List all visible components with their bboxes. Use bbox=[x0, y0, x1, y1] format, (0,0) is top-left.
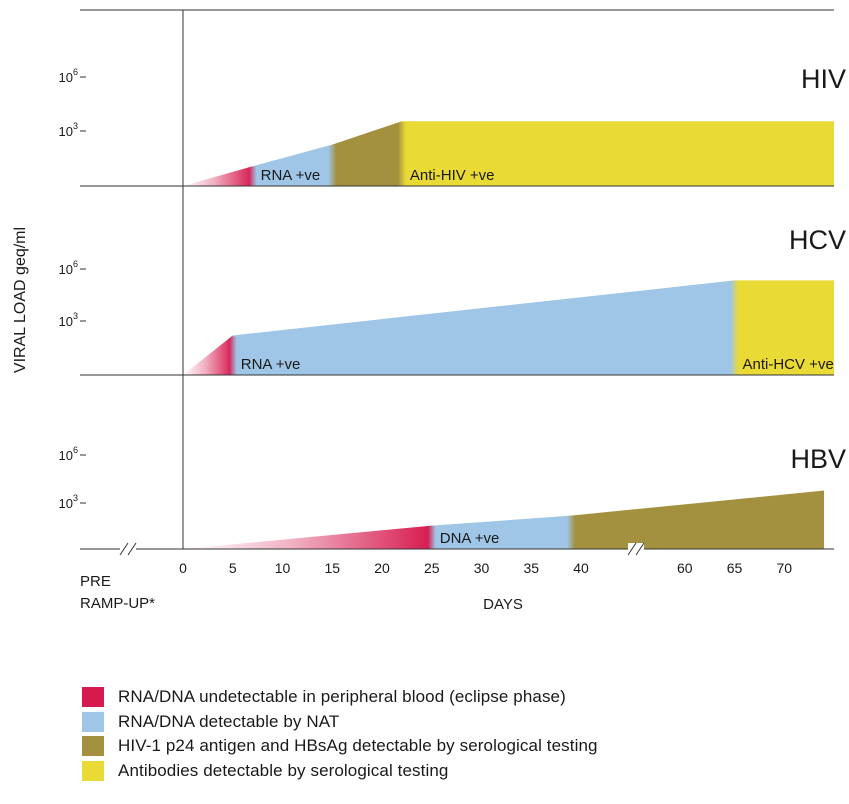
x-tick-label: 30 bbox=[474, 560, 490, 576]
y-tick-label: 106 bbox=[59, 259, 78, 277]
x-axis-title: DAYS bbox=[483, 596, 523, 613]
legend-item-antigen: HIV-1 p24 antigen and HBsAg detectable b… bbox=[82, 734, 598, 759]
x-tick-label: 0 bbox=[179, 560, 187, 576]
phase-transition bbox=[730, 280, 739, 375]
axis-break-mark bbox=[119, 542, 129, 556]
area-hcv-eclipse bbox=[183, 335, 233, 375]
phase-transition bbox=[397, 121, 406, 186]
virus-label: HIV bbox=[801, 64, 846, 94]
segment-label: RNA +ve bbox=[241, 356, 301, 373]
area-hiv-nat bbox=[252, 144, 333, 186]
segment-label: DNA +ve bbox=[440, 530, 500, 547]
area-hcv-antibody bbox=[734, 280, 834, 375]
area-hcv-nat bbox=[232, 280, 735, 375]
legend-swatch-eclipse bbox=[82, 687, 104, 708]
segment-label: Anti-HIV +ve bbox=[410, 167, 495, 184]
area-layer bbox=[183, 121, 834, 549]
y-tick-label: 103 bbox=[59, 311, 78, 329]
viral-load-chart: RNA +ve Anti-HIV +ve RNA +ve Anti-HCV +ve DN… bbox=[12, 9, 846, 613]
legend-label: Antibodies detectable by serological tes… bbox=[118, 760, 449, 780]
area-hiv-antibody bbox=[401, 121, 834, 186]
y-tick-label: 106 bbox=[59, 445, 78, 463]
axis-break-gap bbox=[120, 543, 136, 555]
x-tick-label: 35 bbox=[523, 560, 539, 576]
legend-label: HIV-1 p24 antigen and HBsAg detectable b… bbox=[118, 736, 598, 756]
y-tick-label: 103 bbox=[59, 121, 78, 139]
x-tick-label: 40 bbox=[573, 560, 589, 576]
y-tick-label: 106 bbox=[59, 67, 78, 85]
legend: RNA/DNA undetectable in peripheral blood… bbox=[82, 685, 598, 783]
x-tick-label: 10 bbox=[275, 560, 291, 576]
legend-label: RNA/DNA detectable by NAT bbox=[118, 711, 340, 731]
x-tick-label: 70 bbox=[776, 560, 792, 576]
labels-layer: RNA +ve Anti-HIV +ve RNA +ve Anti-HCV +ve DN… bbox=[12, 64, 846, 613]
legend-swatch-antibody bbox=[82, 760, 104, 781]
legend-swatch-nat bbox=[82, 711, 104, 732]
virus-label: HCV bbox=[789, 225, 846, 255]
area-hiv-antigen bbox=[332, 121, 402, 186]
phase-transition bbox=[248, 166, 257, 186]
x-tick-label: 65 bbox=[727, 560, 743, 576]
phase-transition bbox=[567, 515, 576, 549]
x-tick-label: 5 bbox=[229, 560, 237, 576]
legend-item-eclipse: RNA/DNA undetectable in peripheral blood… bbox=[82, 685, 598, 710]
area-hbv-antigen bbox=[571, 490, 825, 549]
phase-transition bbox=[228, 335, 237, 375]
area-hiv-eclipse bbox=[183, 166, 253, 186]
y-axis-title: VIRAL LOAD geq/ml bbox=[12, 227, 29, 373]
pre-ramp-up-label: PRE bbox=[80, 573, 111, 590]
x-tick-label: 25 bbox=[424, 560, 440, 576]
axis-break-gap bbox=[628, 543, 644, 555]
axis-break-mark bbox=[627, 542, 637, 556]
axis-break-mark bbox=[127, 542, 137, 556]
x-tick-label: 20 bbox=[374, 560, 390, 576]
area-hbv-nat bbox=[431, 515, 572, 549]
legend-item-nat: RNA/DNA detectable by NAT bbox=[82, 710, 598, 735]
y-tick-label: 103 bbox=[59, 493, 78, 511]
segment-label: Anti-HCV +ve bbox=[743, 356, 834, 373]
segment-label: RNA +ve bbox=[261, 167, 321, 184]
legend-label: RNA/DNA undetectable in peripheral blood… bbox=[118, 687, 566, 707]
legend-item-antibody: Antibodies detectable by serological tes… bbox=[82, 759, 598, 784]
phase-transition bbox=[328, 144, 337, 186]
pre-ramp-up-label: RAMP-UP* bbox=[80, 595, 155, 612]
phase-transition bbox=[427, 525, 436, 549]
x-tick-label: 15 bbox=[324, 560, 340, 576]
legend-swatch-antigen bbox=[82, 736, 104, 757]
axes-layer bbox=[80, 9, 834, 556]
area-hbv-eclipse bbox=[183, 525, 432, 549]
axis-break-mark bbox=[635, 542, 645, 556]
x-tick-label: 60 bbox=[677, 560, 693, 576]
virus-label: HBV bbox=[790, 444, 846, 474]
